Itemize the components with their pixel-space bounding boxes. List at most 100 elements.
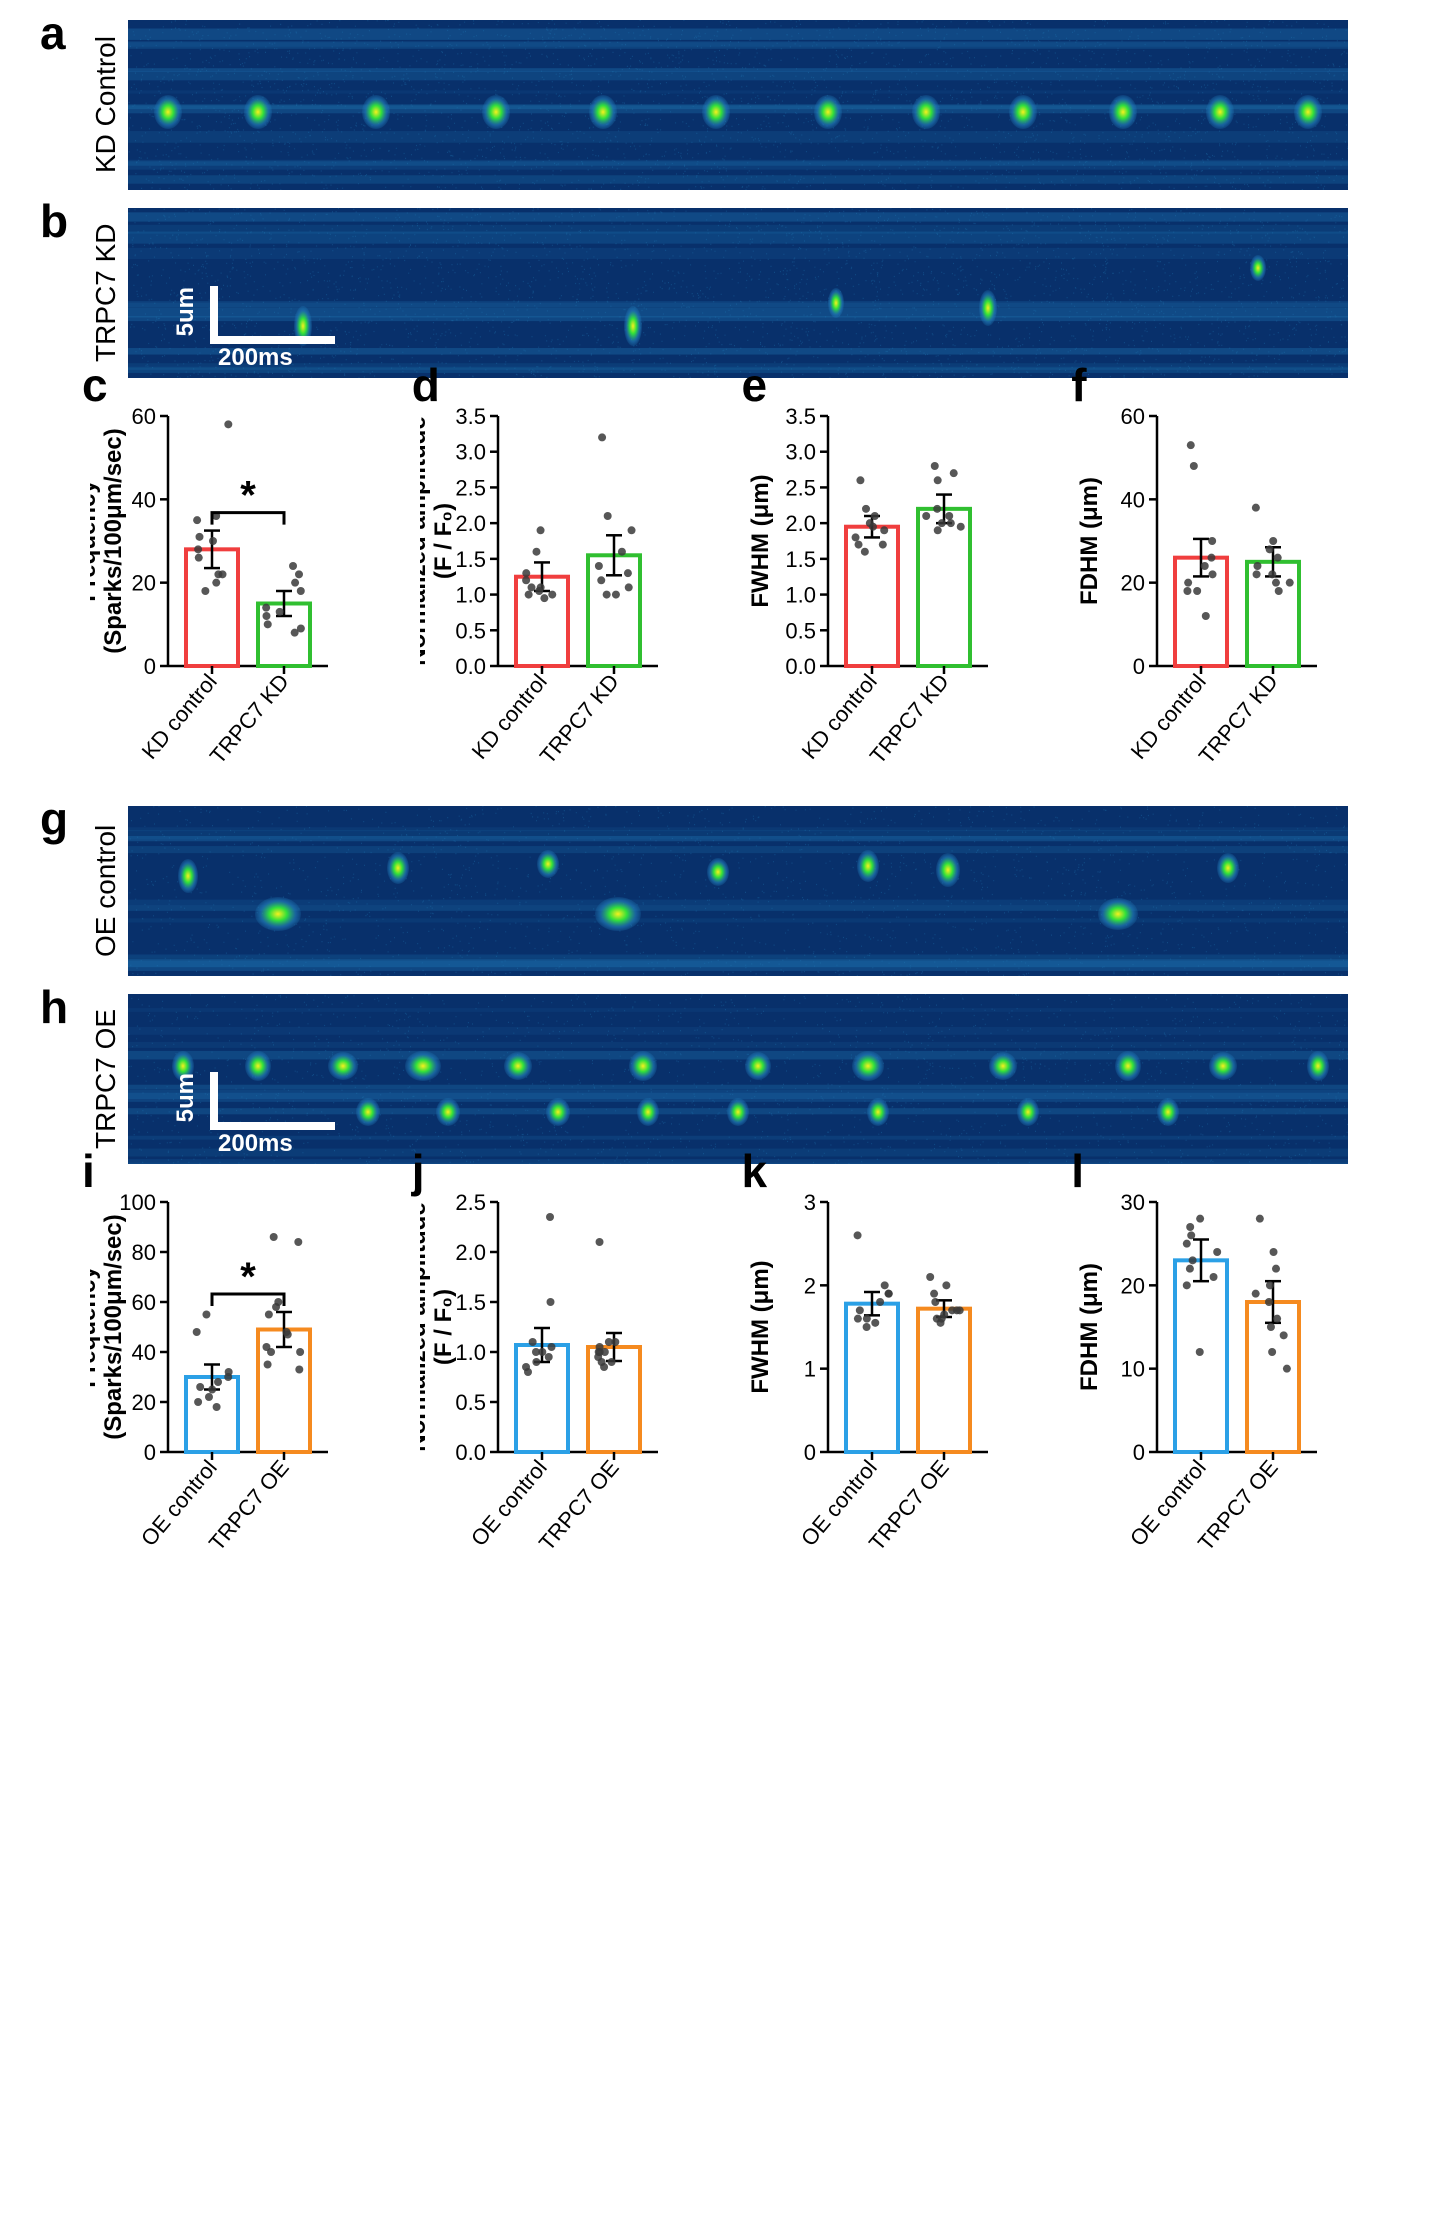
- svg-text:20: 20: [132, 1390, 156, 1415]
- svg-text:0: 0: [803, 1440, 815, 1465]
- svg-text:0: 0: [1133, 1440, 1145, 1465]
- svg-text:40: 40: [1121, 487, 1145, 512]
- svg-text:1.0: 1.0: [455, 1340, 486, 1365]
- panel-letter-d: d: [412, 358, 440, 412]
- panel-g-row: g OE control: [40, 806, 1389, 976]
- barchart-f: 0204060FDHM (μm)KD controlTRPC7 KD: [1079, 396, 1327, 776]
- svg-text:Normalized amplitude(F / F₀): Normalized amplitude(F / F₀): [420, 416, 457, 665]
- chart-k: k 0123FWHM (μm)OE controlTRPC7 OE: [750, 1182, 1060, 1562]
- svg-text:0.5: 0.5: [455, 618, 486, 643]
- svg-text:3.0: 3.0: [455, 440, 486, 465]
- chart-l: l 0102030FDHM (μm)OE controlTRPC7 OE: [1079, 1182, 1389, 1562]
- linescan-b: [128, 208, 1348, 378]
- svg-text:100: 100: [119, 1190, 156, 1215]
- panel-letter-e: e: [742, 358, 768, 412]
- panel-letter-k: k: [742, 1144, 768, 1198]
- svg-text:Frequency(Sparks/100μm/sec): Frequency(Sparks/100μm/sec): [90, 428, 127, 653]
- panel-letter-l: l: [1071, 1144, 1084, 1198]
- svg-text:10: 10: [1121, 1357, 1145, 1382]
- panel-letter-c: c: [82, 358, 108, 412]
- barchart-j: 0.0 0.5 1.0 1.5 2.0 2.5Normalized amplitude(F…: [420, 1182, 668, 1562]
- barchart-c: 0204060Frequency(Sparks/100μm/sec)KD con…: [90, 396, 338, 776]
- svg-text:3: 3: [803, 1190, 815, 1215]
- panel-b-row: b TRPC7 KD 5um 200ms: [40, 208, 1389, 378]
- svg-text:0.5: 0.5: [455, 1390, 486, 1415]
- barchart-k: 0123FWHM (μm)OE controlTRPC7 OE: [750, 1182, 998, 1562]
- charts-oe-row: i 020406080100Frequency(Sparks/100μm/sec…: [90, 1182, 1389, 1562]
- svg-text:2.5: 2.5: [455, 1190, 486, 1215]
- svg-text:FWHM (μm): FWHM (μm): [750, 1260, 774, 1393]
- panel-a-scan: [128, 20, 1389, 190]
- panel-a-side-label: KD Control: [90, 20, 122, 190]
- svg-text:0: 0: [144, 1440, 156, 1465]
- svg-text:FWHM (μm): FWHM (μm): [750, 474, 774, 607]
- linescan-g: [128, 806, 1348, 976]
- panel-letter-f: f: [1071, 358, 1086, 412]
- svg-text:0.0: 0.0: [455, 654, 486, 679]
- svg-text:0: 0: [1133, 654, 1145, 679]
- svg-text:1.5: 1.5: [785, 547, 816, 572]
- svg-text:20: 20: [1121, 1273, 1145, 1298]
- svg-text:60: 60: [1121, 404, 1145, 429]
- svg-text:1.0: 1.0: [455, 583, 486, 608]
- svg-text:0.0: 0.0: [455, 1440, 486, 1465]
- linescan-a: [128, 20, 1348, 190]
- svg-text:Normalized amplitude(F / F₀): Normalized amplitude(F / F₀): [420, 1202, 457, 1451]
- svg-text:2.5: 2.5: [455, 475, 486, 500]
- svg-text:3.5: 3.5: [785, 404, 816, 429]
- svg-text:0: 0: [144, 654, 156, 679]
- svg-text:2.0: 2.0: [455, 511, 486, 536]
- svg-text:2: 2: [803, 1273, 815, 1298]
- svg-text:1: 1: [803, 1357, 815, 1382]
- panel-letter-g: g: [40, 796, 90, 842]
- svg-text:*: *: [240, 474, 256, 518]
- svg-text:0.0: 0.0: [785, 654, 816, 679]
- svg-text:40: 40: [132, 1340, 156, 1365]
- panel-h-row: h TRPC7 OE 5um 200ms: [40, 994, 1389, 1164]
- chart-c: c 0204060Frequency(Sparks/100μm/sec)KD c…: [90, 396, 400, 776]
- svg-text:Frequency(Sparks/100μm/sec): Frequency(Sparks/100μm/sec): [90, 1214, 127, 1439]
- chart-j: j 0.00.51.01.52.02.5Normalized amplitude…: [420, 1182, 730, 1562]
- svg-text:40: 40: [132, 487, 156, 512]
- panel-letter-i: i: [82, 1144, 95, 1198]
- panel-b-scan: 5um 200ms: [128, 208, 1389, 378]
- barchart-l: 0102030FDHM (μm)OE controlTRPC7 OE: [1079, 1182, 1327, 1562]
- svg-text:0.5: 0.5: [785, 618, 816, 643]
- chart-e: e 0.00.51.01.52.02.53.03.5FWHM (μm)KD co…: [750, 396, 1060, 776]
- svg-text:80: 80: [132, 1240, 156, 1265]
- svg-text:1.5: 1.5: [455, 547, 486, 572]
- svg-text:1.0: 1.0: [785, 583, 816, 608]
- svg-text:*: *: [240, 1255, 256, 1299]
- svg-text:2.0: 2.0: [455, 1240, 486, 1265]
- panel-h-scan: 5um 200ms: [128, 994, 1389, 1164]
- svg-text:FDHM (μm): FDHM (μm): [1079, 1263, 1103, 1391]
- chart-d: d 0.00.51.01.52.02.53.03.5Normalized amp…: [420, 396, 730, 776]
- barchart-d: 0.0 0.5 1.0 1.5 2.0 2.5 3.0 3.5Normalized ampli…: [420, 396, 668, 776]
- svg-text:20: 20: [132, 571, 156, 596]
- panel-g-side-label: OE control: [90, 806, 122, 976]
- linescan-h: [128, 994, 1348, 1164]
- panel-letter-a: a: [40, 10, 90, 56]
- svg-text:FDHM (μm): FDHM (μm): [1079, 477, 1103, 605]
- svg-text:1.5: 1.5: [455, 1290, 486, 1315]
- panel-letter-b: b: [40, 198, 90, 244]
- panel-letter-h: h: [40, 984, 90, 1030]
- panel-a-row: a KD Control: [40, 20, 1389, 190]
- panel-letter-j: j: [412, 1144, 425, 1198]
- panel-b-side-label: TRPC7 KD: [90, 208, 122, 378]
- figure-root: a KD Control b TRPC7 KD 5um 200ms c 0204…: [0, 0, 1429, 1632]
- svg-text:3.0: 3.0: [785, 440, 816, 465]
- chart-i: i 020406080100Frequency(Sparks/100μm/sec…: [90, 1182, 400, 1562]
- svg-text:20: 20: [1121, 571, 1145, 596]
- chart-f: f 0204060FDHM (μm)KD controlTRPC7 KD: [1079, 396, 1389, 776]
- svg-text:3.5: 3.5: [455, 404, 486, 429]
- barchart-e: 0.00.51.01.52.02.53.03.5FWHM (μm)KD cont…: [750, 396, 998, 776]
- svg-text:30: 30: [1121, 1190, 1145, 1215]
- charts-kd-row: c 0204060Frequency(Sparks/100μm/sec)KD c…: [90, 396, 1389, 776]
- svg-text:2.0: 2.0: [785, 511, 816, 536]
- svg-text:60: 60: [132, 1290, 156, 1315]
- barchart-i: 020406080100Frequency(Sparks/100μm/sec)O…: [90, 1182, 338, 1562]
- panel-h-side-label: TRPC7 OE: [90, 994, 122, 1164]
- panel-g-scan: [128, 806, 1389, 976]
- svg-text:2.5: 2.5: [785, 475, 816, 500]
